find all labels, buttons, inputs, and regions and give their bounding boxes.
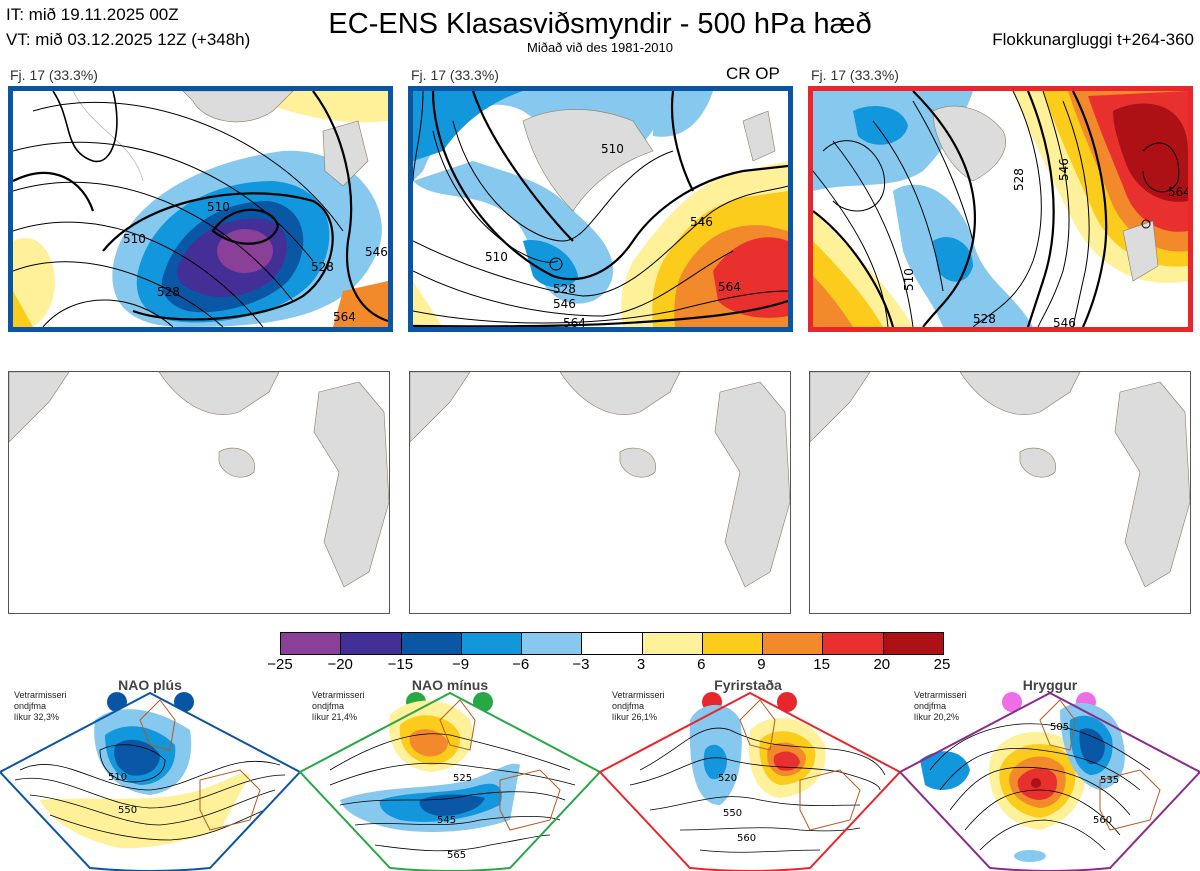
contour-label: 550 <box>723 808 742 819</box>
regime-map-nao-minus: 525 545 565 <box>298 691 602 871</box>
contour-label: 528 <box>311 260 334 274</box>
anomaly-map-1 <box>8 371 390 614</box>
colorbar-segment <box>400 633 461 654</box>
panel-2-label: Fj. 17 (33.3%) <box>411 67 499 83</box>
regime-title-blocking: Fyrirstaða <box>714 677 782 693</box>
regime-maps: 510 550 525 545 565 520 550 560 <box>0 691 1200 871</box>
anomaly-map-3 <box>809 371 1191 614</box>
colorbar-segment <box>762 633 823 654</box>
contour-label: 510 <box>601 142 624 156</box>
regime-stat-ridge: Vetrarmisseri ondjfma líkur 20,2% <box>914 690 967 722</box>
colorbar-segment <box>641 633 702 654</box>
contour-label: 550 <box>118 805 137 816</box>
colorbar-tick-label: 20 <box>873 656 891 673</box>
regime-title-nao-plus: NAO plús <box>118 677 182 693</box>
regime-dot-blocking <box>777 692 797 712</box>
colorbar-segment <box>882 633 943 654</box>
colorbar-tick-label: 15 <box>813 656 830 673</box>
contour-label: 528 <box>157 285 180 299</box>
colorbar-tick-label: 6 <box>697 656 706 673</box>
contour-label: 510 <box>123 232 146 246</box>
colorbar-segment <box>822 633 883 654</box>
contour-label: 565 <box>447 850 466 861</box>
cluster-map-1: 510 510 528 528 546 564 <box>8 86 393 332</box>
colorbar-tick-label: −3 <box>572 656 590 673</box>
contour-label: 528 <box>973 312 996 326</box>
colorbar-tick-label: 25 <box>933 656 951 673</box>
colorbar-tick-label: −25 <box>267 656 293 673</box>
regime-title-nao-minus: NAO mínus <box>411 677 489 693</box>
panel-2-tag: CR OP <box>726 64 780 83</box>
contour-label: 546 <box>1057 158 1071 181</box>
colorbar-segment <box>340 633 401 654</box>
contour-label: 564 <box>333 310 356 324</box>
contour-label: 546 <box>553 297 576 311</box>
cluster-map-3: 510 528 528 546 546 564 <box>808 86 1193 332</box>
colorbar-segment <box>460 633 522 654</box>
panel-1-label: Fj. 17 (33.3%) <box>10 67 98 83</box>
regime-map-nao-plus: 510 550 <box>0 691 302 871</box>
colorbar-segment <box>701 633 763 654</box>
cluster-map-2: 510 510 528 546 546 564 564 <box>408 86 793 332</box>
contour-label: 528 <box>553 282 576 296</box>
contour-label: 510 <box>902 268 916 291</box>
colorbar <box>280 632 944 655</box>
contour-label: 528 <box>1012 168 1026 191</box>
regime-dot-ridge <box>1002 692 1022 712</box>
contour-label: 560 <box>1093 815 1112 826</box>
contour-label: 525 <box>453 773 472 784</box>
regime-stat-nao-plus: Vetrarmisseri ondjfma líkur 32,3% <box>14 690 67 722</box>
panel-3-label: Fj. 17 (33.3%) <box>811 67 899 83</box>
colorbar-tick-labels: −25 −20 −15 −9 −6 −3 3 6 9 15 20 25 <box>267 656 950 676</box>
regime-title-ridge: Hryggur <box>1022 677 1078 693</box>
contour-label: 510 <box>207 200 230 214</box>
colorbar-segment <box>281 633 341 654</box>
regime-map-ridge: 505 535 560 <box>898 691 1200 871</box>
colorbar-tick-label: 9 <box>757 656 766 673</box>
page-title: EC-ENS Klasasviðsmyndir - 500 hPa hæð <box>328 8 872 40</box>
regime-dot-nao-plus <box>174 692 194 712</box>
contour-label: 546 <box>1053 316 1076 327</box>
initial-time: IT: mið 19.11.2025 00Z <box>6 5 179 24</box>
contour-label: 564 <box>563 316 586 327</box>
colorbar-tick-label: 3 <box>636 656 646 673</box>
contour-label: 546 <box>690 215 713 229</box>
contour-label: 520 <box>718 773 737 784</box>
colorbar-tick-label: −15 <box>387 656 414 673</box>
contour-label: 505 <box>1050 722 1069 733</box>
contour-label: 545 <box>437 815 456 826</box>
colorbar-tick-label: −9 <box>451 656 470 673</box>
page-subtitle: Miðað við des 1981-2010 <box>527 40 673 55</box>
contour-label: 535 <box>1100 775 1119 786</box>
colorbar-segment <box>581 633 642 654</box>
regime-stat-blocking: Vetrarmisseri ondjfma líkur 26,1% <box>612 690 665 722</box>
clustering-window: Flokkunargluggi t+264-360 <box>992 30 1194 49</box>
contour-label: 546 <box>365 245 388 259</box>
contour-label: 510 <box>108 772 127 783</box>
anomaly-map-2 <box>409 371 791 614</box>
contour-label: 564 <box>718 280 741 294</box>
colorbar-tick-label: −6 <box>512 656 530 673</box>
valid-time: VT: mið 03.12.2025 12Z (+348h) <box>6 30 251 49</box>
regime-stat-nao-minus: Vetrarmisseri ondjfma líkur 21,4% <box>312 690 365 722</box>
regime-map-blocking: 520 550 560 <box>598 691 902 871</box>
contour-label: 560 <box>737 833 756 844</box>
contour-label: 510 <box>485 250 508 264</box>
contour-label: 564 <box>1168 185 1188 199</box>
colorbar-segment <box>521 633 582 654</box>
colorbar-tick-label: −20 <box>327 656 353 673</box>
